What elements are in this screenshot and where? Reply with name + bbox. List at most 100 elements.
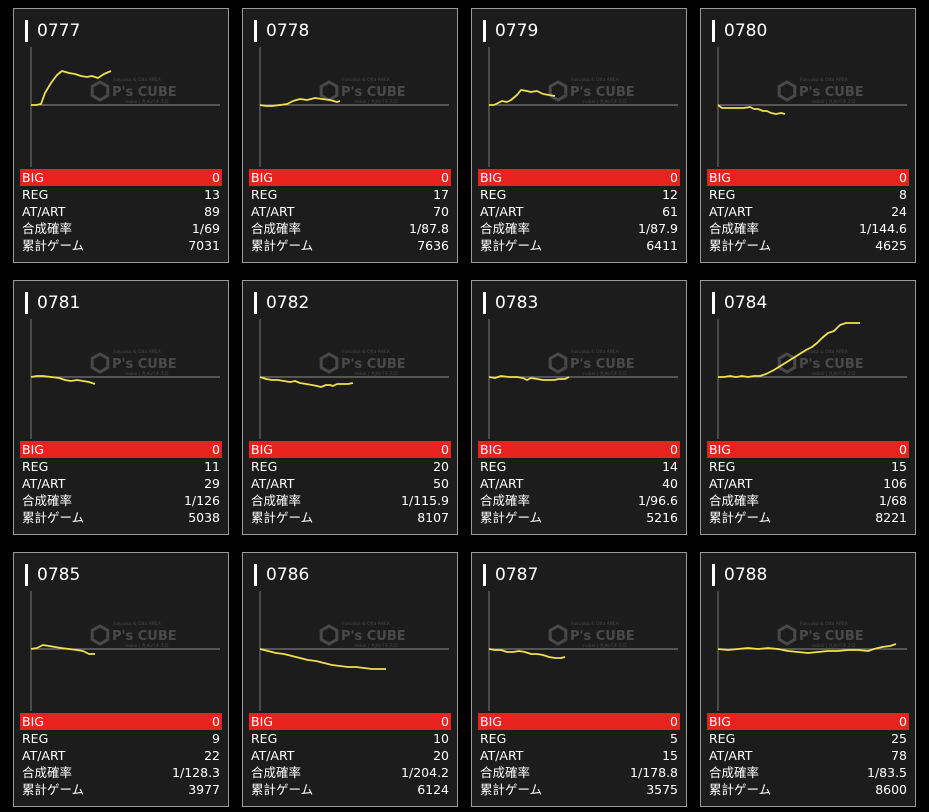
- slump-line: [30, 644, 95, 655]
- stat-value-reg: 17: [433, 187, 449, 202]
- cube-icon: [319, 80, 339, 102]
- machine-card-0781[interactable]: 0781 Fukuoka & Oita AREA P's CUBE nokai | 九…: [13, 280, 229, 535]
- stat-row-big: BIG 0: [20, 169, 222, 186]
- stat-value-rate: 1/69: [191, 221, 220, 236]
- stat-label-big: BIG: [480, 170, 502, 185]
- stat-value-big: 0: [441, 442, 449, 457]
- stats-table: BIG 0 REG 25 AT/ART 78 合成確率 1/83.5 累計ゲーム 8600: [707, 713, 909, 798]
- watermark-top: Fukuoka & Oita AREA: [342, 77, 391, 83]
- watermark-brand: P's CUBE: [570, 85, 635, 100]
- watermark-top: Fukuoka & Oita AREA: [342, 349, 391, 355]
- stat-row-games: 累計ゲーム 4625: [707, 237, 909, 254]
- stat-row-games: 累計ゲーム 7636: [249, 237, 451, 254]
- stat-label-reg: REG: [709, 459, 736, 474]
- stat-row-big: BIG 0: [478, 441, 680, 458]
- machine-card-0782[interactable]: 0782 Fukuoka & Oita AREA P's CUBE nokai | 九…: [242, 280, 458, 535]
- stats-table: BIG 0 REG 20 AT/ART 50 合成確率 1/115.9 累計ゲーム 8107: [249, 441, 451, 526]
- cube-icon: [777, 80, 797, 102]
- stat-label-games: 累計ゲーム: [22, 510, 85, 525]
- stat-row-rate: 合成確率 1/83.5: [707, 764, 909, 781]
- stat-row-big: BIG 0: [707, 169, 909, 186]
- machine-card-0788[interactable]: 0788 Fukuoka & Oita AREA P's CUBE nokai | 九…: [700, 552, 916, 807]
- stat-value-rate: 1/96.6: [638, 493, 678, 508]
- machine-card-0778[interactable]: 0778 Fukuoka & Oita AREA P's CUBE nokai | 九…: [242, 8, 458, 263]
- slump-line: [717, 643, 897, 654]
- cube-icon: [777, 624, 797, 646]
- stat-value-reg: 14: [662, 459, 678, 474]
- stat-value-at: 20: [433, 748, 449, 763]
- stat-value-at: 106: [883, 476, 907, 491]
- watermark-bottom: nokai | 九州パチスロ: [812, 98, 856, 105]
- stat-row-reg: REG 11: [20, 458, 222, 475]
- machine-card-0780[interactable]: 0780 Fukuoka & Oita AREA P's CUBE nokai | 九…: [700, 8, 916, 263]
- stat-value-big: 0: [441, 714, 449, 729]
- stat-label-rate: 合成確率: [480, 765, 531, 780]
- stat-label-at: AT/ART: [709, 204, 753, 219]
- machine-card-0785[interactable]: 0785 Fukuoka & Oita AREA P's CUBE nokai | 九…: [13, 552, 229, 807]
- machine-number: 0777: [25, 20, 80, 42]
- stat-value-at: 70: [433, 204, 449, 219]
- watermark-brand: P's CUBE: [799, 629, 864, 644]
- stat-row-games: 累計ゲーム 8221: [707, 509, 909, 526]
- stat-label-games: 累計ゲーム: [251, 238, 314, 253]
- watermark-top: Fukuoka & Oita AREA: [800, 621, 849, 627]
- stats-table: BIG 0 REG 8 AT/ART 24 合成確率 1/144.6 累計ゲーム 4625: [707, 169, 909, 254]
- stat-label-big: BIG: [480, 714, 502, 729]
- machine-number: 0785: [25, 564, 80, 586]
- stat-row-at: AT/ART 40: [478, 475, 680, 492]
- stat-row-big: BIG 0: [249, 713, 451, 730]
- stat-value-reg: 12: [662, 187, 678, 202]
- stat-value-reg: 9: [212, 731, 220, 746]
- watermark-brand: P's CUBE: [112, 629, 177, 644]
- stat-value-rate: 1/204.2: [401, 765, 449, 780]
- stat-label-games: 累計ゲーム: [251, 510, 314, 525]
- cube-icon: [777, 352, 797, 374]
- stat-row-rate: 合成確率 1/178.8: [478, 764, 680, 781]
- stat-label-games: 累計ゲーム: [709, 510, 772, 525]
- stat-label-at: AT/ART: [251, 748, 295, 763]
- stat-label-reg: REG: [22, 731, 49, 746]
- machine-card-0783[interactable]: 0783 Fukuoka & Oita AREA P's CUBE nokai | 九…: [471, 280, 687, 535]
- stat-row-big: BIG 0: [249, 169, 451, 186]
- stats-table: BIG 0 REG 14 AT/ART 40 合成確率 1/96.6 累計ゲーム 5216: [478, 441, 680, 526]
- stat-value-big: 0: [441, 170, 449, 185]
- stat-label-big: BIG: [480, 442, 502, 457]
- stat-value-big: 0: [670, 442, 678, 457]
- stat-row-big: BIG 0: [249, 441, 451, 458]
- machine-card-0777[interactable]: 0777 Fukuoka & Oita AREA P's CUBE nokai | 九…: [13, 8, 229, 263]
- stat-row-games: 累計ゲーム 3575: [478, 781, 680, 798]
- watermark-top: Fukuoka & Oita AREA: [571, 621, 620, 627]
- watermark-bottom: nokai | 九州パチスロ: [812, 642, 856, 649]
- stat-value-reg: 13: [204, 187, 220, 202]
- stat-row-reg: REG 17: [249, 186, 451, 203]
- stat-row-big: BIG 0: [478, 713, 680, 730]
- machine-number: 0787: [483, 564, 538, 586]
- stat-value-rate: 1/128.3: [172, 765, 220, 780]
- stat-row-reg: REG 8: [707, 186, 909, 203]
- watermark-brand: P's CUBE: [799, 357, 864, 372]
- stat-row-reg: REG 5: [478, 730, 680, 747]
- stat-value-games: 6411: [646, 238, 678, 253]
- stat-value-reg: 25: [891, 731, 907, 746]
- stat-row-games: 累計ゲーム 8107: [249, 509, 451, 526]
- stat-row-games: 累計ゲーム 7031: [20, 237, 222, 254]
- stat-label-rate: 合成確率: [709, 765, 760, 780]
- machine-card-0784[interactable]: 0784 Fukuoka & Oita AREA P's CUBE nokai | 九…: [700, 280, 916, 535]
- stats-table: BIG 0 REG 17 AT/ART 70 合成確率 1/87.8 累計ゲーム 7636: [249, 169, 451, 254]
- machine-card-0779[interactable]: 0779 Fukuoka & Oita AREA P's CUBE nokai | 九…: [471, 8, 687, 263]
- stat-value-games: 6124: [417, 782, 449, 797]
- stat-value-at: 78: [891, 748, 907, 763]
- stat-label-rate: 合成確率: [709, 221, 760, 236]
- stat-label-games: 累計ゲーム: [480, 782, 543, 797]
- stat-row-at: AT/ART 22: [20, 747, 222, 764]
- machine-card-0787[interactable]: 0787 Fukuoka & Oita AREA P's CUBE nokai | 九…: [471, 552, 687, 807]
- stat-label-reg: REG: [22, 459, 49, 474]
- machine-card-0786[interactable]: 0786 Fukuoka & Oita AREA P's CUBE nokai | 九…: [242, 552, 458, 807]
